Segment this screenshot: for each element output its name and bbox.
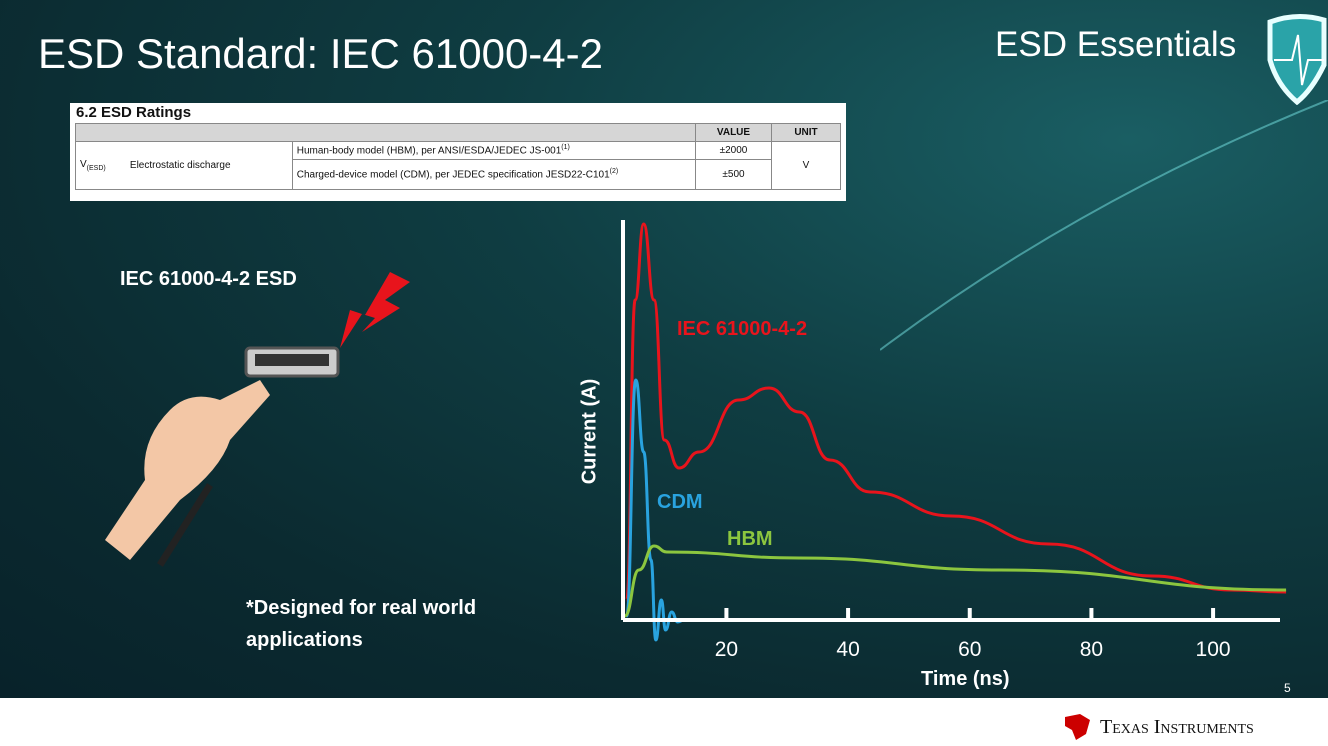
series-line-iec-61000-4-2: [625, 222, 1287, 602]
lightning-bolt-icon: [340, 272, 410, 348]
x-axis-label: Time (ns): [921, 668, 1010, 690]
ti-logo-icon: [1065, 714, 1090, 740]
legend-hbm: HBM: [727, 528, 773, 550]
esd-ratings-table: 6.2 ESD Ratings VALUE UNIT V(ESD) Electro…: [70, 103, 846, 201]
symbol-sub: (ESD): [86, 165, 106, 172]
table-heading: 6.2 ESD Ratings: [76, 104, 192, 121]
legend-cdm: CDM: [657, 491, 703, 513]
series-line-cdm: [625, 378, 684, 642]
symbol: V: [80, 159, 87, 170]
cdm-value: ±500: [695, 159, 772, 190]
esd-waveform-chart: 20 40 60 80 100: [623, 222, 1287, 661]
note: (1): [561, 144, 570, 152]
footer: Texas Instruments: [0, 698, 1328, 746]
hand-hdmi-illustration: [105, 272, 410, 567]
header-value: VALUE: [695, 123, 772, 142]
brand-title: ESD Essentials: [995, 25, 1237, 64]
x-tick-label: 100: [1196, 638, 1231, 661]
x-tick-label: 40: [836, 638, 859, 661]
light-streak: [880, 100, 1328, 351]
slide-number: 5: [1284, 681, 1291, 695]
note-line-1: *Designed for real world: [246, 597, 477, 619]
legend-iec: IEC 61000-4-2: [677, 318, 808, 340]
unit: V: [771, 141, 841, 190]
series-line-hbm: [623, 544, 1287, 618]
note: (2): [609, 168, 619, 176]
slide: ESD Standard: IEC 61000-4-2 ESD Essentia…: [0, 0, 1328, 698]
x-tick-label: 80: [1080, 638, 1103, 661]
iec-esd-label: IEC 61000-4-2 ESD: [120, 268, 297, 290]
shield-logo-icon: [1267, 14, 1327, 105]
note-line-2: applications: [246, 629, 363, 651]
cdm-condition: Charged-device model (CDM), per JEDEC sp…: [296, 169, 610, 181]
x-tick-label: 60: [958, 638, 981, 661]
parameter: Electrostatic discharge: [125, 141, 293, 190]
slide-title: ESD Standard: IEC 61000-4-2: [38, 30, 603, 77]
header-unit: UNIT: [771, 123, 841, 142]
y-axis-label: Current (A): [578, 378, 601, 485]
ti-logo-text: Texas Instruments: [1100, 716, 1254, 738]
x-tick-label: 20: [715, 638, 738, 661]
hbm-condition: Human-body model (HBM), per ANSI/ESDA/JE…: [296, 145, 562, 157]
